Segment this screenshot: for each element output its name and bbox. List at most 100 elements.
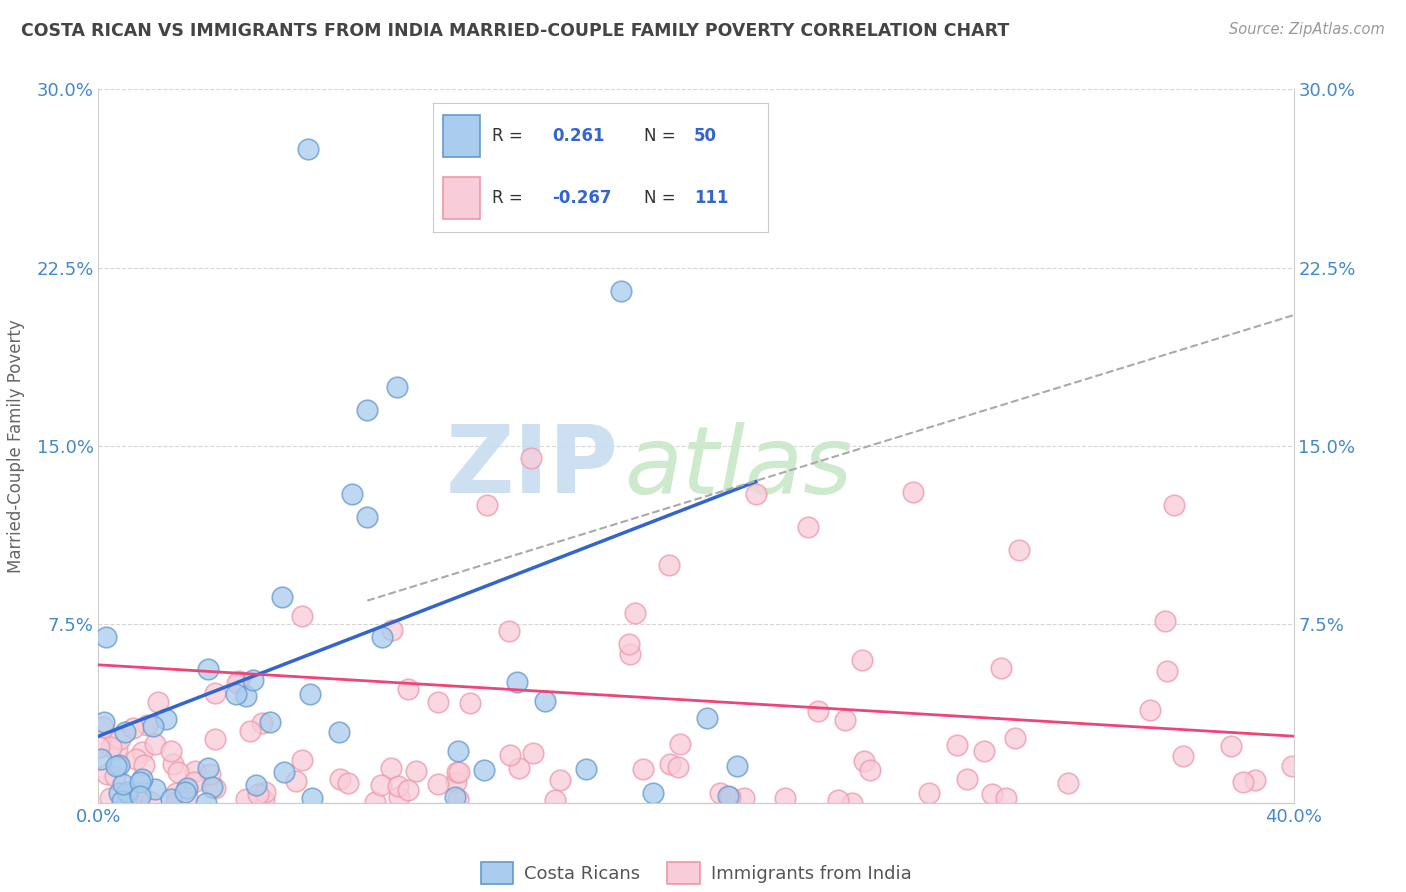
Point [108,731,131,746]
Point [198,767,221,781]
Point [1163,499,1185,513]
Point [388,789,411,804]
Point [298,687,321,701]
Point [114,725,136,739]
Point [356,403,378,417]
Point [508,761,530,775]
Point [146,695,169,709]
Point [544,793,567,807]
Point [259,714,281,729]
Point [475,499,498,513]
Point [498,624,520,638]
Point [506,674,529,689]
Point [449,764,471,779]
Point [1156,664,1178,678]
Point [107,758,129,772]
Point [252,716,274,731]
Point [105,742,128,756]
Point [458,697,481,711]
Point [548,772,571,787]
Point [226,676,249,690]
Point [371,630,394,644]
Point [197,662,219,676]
Point [128,785,150,799]
Point [100,740,122,755]
Text: COSTA RICAN VS IMMIGRANTS FROM INDIA MARRIED-COUPLE FAMILY POVERTY CORRELATION C: COSTA RICAN VS IMMIGRANTS FROM INDIA MAR… [21,22,1010,40]
Point [242,673,264,687]
Point [96,767,118,781]
Point [253,785,276,799]
Point [155,712,177,726]
Point [385,379,409,393]
Point [631,762,654,776]
Point [91,720,114,734]
Point [142,719,165,733]
Point [669,737,692,751]
Point [329,772,352,786]
Point [253,793,276,807]
Point [619,647,641,661]
Point [396,681,419,696]
Point [141,795,163,809]
Point [945,738,967,752]
Point [718,789,741,804]
Y-axis label: Married-Couple Family Poverty: Married-Couple Family Poverty [7,319,25,573]
Point [499,747,522,762]
Point [658,558,681,573]
Point [238,723,260,738]
Point [1139,703,1161,717]
Text: ZIP: ZIP [446,421,619,514]
Point [197,761,219,775]
Point [447,744,470,758]
Point [176,790,198,805]
Point [356,510,378,524]
Point [1244,773,1267,788]
Point [709,786,731,800]
Point [387,779,409,793]
Point [107,786,129,800]
Point [204,732,226,747]
Point [364,796,387,810]
Point [143,737,166,751]
Point [797,520,820,534]
Point [235,689,257,703]
Point [235,791,257,805]
Point [834,713,856,727]
Point [342,486,364,500]
Point [104,769,127,783]
Point [183,774,205,789]
Point [659,756,682,771]
Point [533,693,555,707]
Point [247,787,270,801]
Point [426,777,449,791]
Point [380,761,402,775]
Point [228,674,250,689]
Point [1220,739,1243,753]
Point [336,775,359,789]
Point [381,623,404,637]
Point [173,785,195,799]
Point [297,142,319,156]
Point [301,791,323,805]
Point [1232,775,1254,789]
Point [918,786,941,800]
Point [98,791,121,805]
Point [666,760,689,774]
Point [285,774,308,789]
Point [520,450,543,465]
Point [131,772,153,787]
Point [328,724,350,739]
Point [200,780,222,794]
Point [641,786,664,800]
Point [160,744,183,758]
Point [827,793,849,807]
Point [1004,731,1026,745]
Point [111,777,134,791]
Point [1056,775,1078,789]
Point [973,744,995,758]
Point [204,780,226,795]
Point [903,484,925,499]
Point [396,783,419,797]
Point [125,751,148,765]
Point [204,686,226,700]
